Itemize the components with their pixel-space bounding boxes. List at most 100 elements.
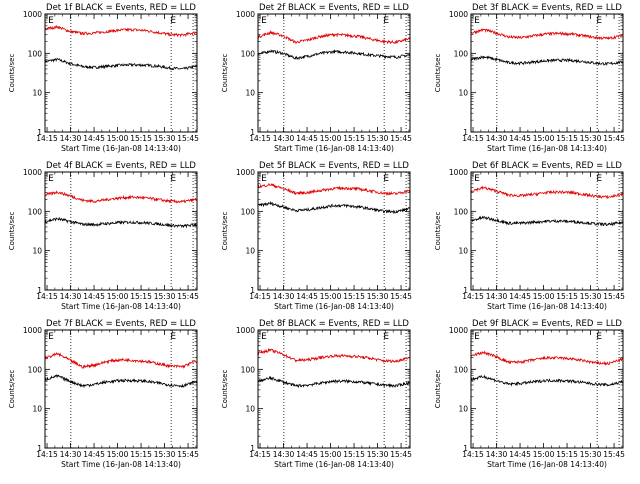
lld-series-line [470, 28, 624, 41]
lld-series-line [470, 350, 624, 366]
e-marker: E [170, 332, 176, 342]
x-tick-label: 15:45 [177, 134, 199, 143]
events-series-line [44, 57, 198, 71]
x-tick-label: 14:15 [249, 292, 271, 301]
x-tick-label: 15:00 [533, 134, 555, 143]
x-tick-label: 15:00 [107, 450, 129, 459]
x-tick-label: 15:30 [580, 450, 602, 459]
y-tick-label: 100 [241, 365, 256, 374]
x-tick-label: 14:30 [486, 292, 508, 301]
x-tick-label: 14:45 [296, 292, 318, 301]
y-axis-label: Counts/sec [8, 370, 16, 409]
x-tick-label: 15:45 [177, 450, 199, 459]
y-tick-label: 10 [458, 89, 468, 98]
x-tick-label: 14:15 [462, 450, 484, 459]
x-tick-label: 14:30 [273, 292, 295, 301]
x-axis-label: Start Time (16-Jan-08 14:13:40) [487, 460, 607, 469]
y-tick-label: 100 [28, 207, 43, 216]
panel-det-4: Det 4f BLACK = Events, RED = LLD Counts/s… [8, 161, 199, 311]
y-tick-label: 10 [245, 89, 255, 98]
y-tick-label: 1 [250, 286, 255, 295]
events-series-line [257, 375, 411, 389]
x-tick-label: 14:15 [36, 292, 58, 301]
y-tick-label: 100 [28, 365, 43, 374]
e-marker: E [48, 174, 54, 184]
x-tick-label: 15:15 [556, 134, 578, 143]
panel-det-2: Det 2f BLACK = Events, RED = LLD Counts/s… [221, 3, 412, 153]
plot-frame [470, 171, 624, 291]
e-marker: E [474, 16, 480, 26]
y-tick-label: 1000 [236, 10, 255, 19]
x-tick-label: 15:30 [367, 134, 389, 143]
x-tick-label: 14:45 [509, 134, 531, 143]
x-tick-label: 15:00 [533, 450, 555, 459]
x-tick-label: 15:15 [130, 292, 152, 301]
x-tick-label: 14:45 [83, 292, 105, 301]
events-series-line [470, 374, 624, 387]
x-tick-label: 14:30 [486, 134, 508, 143]
e-marker: E [596, 332, 602, 342]
e-marker: E [596, 16, 602, 26]
e-marker: E [48, 16, 54, 26]
e-marker: E [596, 174, 602, 184]
x-tick-label: 15:30 [154, 292, 176, 301]
x-tick-label: 15:30 [154, 450, 176, 459]
y-axis-label: Counts/sec [221, 54, 229, 93]
panel-title: Det 6f BLACK = Events, RED = LLD [472, 161, 622, 171]
y-tick-label: 10 [32, 405, 42, 414]
e-marker: E [474, 174, 480, 184]
y-tick-label: 1 [463, 444, 468, 453]
panel-title: Det 9f BLACK = Events, RED = LLD [472, 319, 622, 329]
x-tick-label: 14:30 [60, 134, 82, 143]
y-tick-label: 10 [458, 405, 468, 414]
y-tick-label: 1 [37, 128, 42, 137]
x-tick-label: 14:30 [273, 450, 295, 459]
y-tick-label: 1000 [23, 10, 42, 19]
x-tick-label: 15:00 [107, 292, 129, 301]
x-tick-label: 15:45 [390, 450, 412, 459]
x-tick-label: 14:15 [36, 450, 58, 459]
y-tick-label: 1000 [236, 326, 255, 335]
y-tick-label: 100 [28, 49, 43, 58]
x-tick-label: 15:30 [367, 450, 389, 459]
y-tick-label: 1 [250, 128, 255, 137]
y-tick-label: 1 [250, 444, 255, 453]
y-axis-label: Counts/sec [221, 212, 229, 251]
e-marker: E [170, 174, 176, 184]
x-tick-label: 14:30 [60, 450, 82, 459]
y-tick-label: 100 [454, 365, 469, 374]
plot-frame [257, 13, 411, 133]
e-marker: E [383, 174, 389, 184]
x-tick-label: 15:15 [130, 134, 152, 143]
y-tick-label: 100 [454, 49, 469, 58]
y-tick-label: 10 [458, 247, 468, 256]
e-marker: E [170, 16, 176, 26]
events-series-line [470, 215, 624, 227]
x-tick-label: 15:45 [390, 134, 412, 143]
panel-det-9: Det 9f BLACK = Events, RED = LLD Counts/s… [434, 319, 625, 469]
e-marker: E [261, 16, 267, 26]
x-tick-label: 14:45 [509, 450, 531, 459]
plot-frame [44, 329, 198, 449]
lld-series-line [44, 190, 198, 204]
x-tick-label: 14:45 [296, 134, 318, 143]
x-tick-label: 15:30 [154, 134, 176, 143]
events-series-line [257, 200, 411, 215]
x-tick-label: 14:15 [462, 292, 484, 301]
e-marker: E [261, 174, 267, 184]
x-tick-label: 15:45 [390, 292, 412, 301]
x-tick-label: 15:45 [177, 292, 199, 301]
y-tick-label: 1 [37, 444, 42, 453]
x-axis-label: Start Time (16-Jan-08 14:13:40) [274, 302, 394, 311]
x-tick-label: 15:00 [320, 292, 342, 301]
y-axis-label: Counts/sec [221, 370, 229, 409]
x-axis-label: Start Time (16-Jan-08 14:13:40) [61, 302, 181, 311]
lld-series-line [44, 25, 198, 38]
e-marker: E [474, 332, 480, 342]
lld-series-line [470, 185, 624, 200]
x-tick-label: 15:00 [320, 450, 342, 459]
x-tick-label: 14:15 [36, 134, 58, 143]
x-tick-label: 14:45 [296, 450, 318, 459]
y-tick-label: 10 [32, 89, 42, 98]
